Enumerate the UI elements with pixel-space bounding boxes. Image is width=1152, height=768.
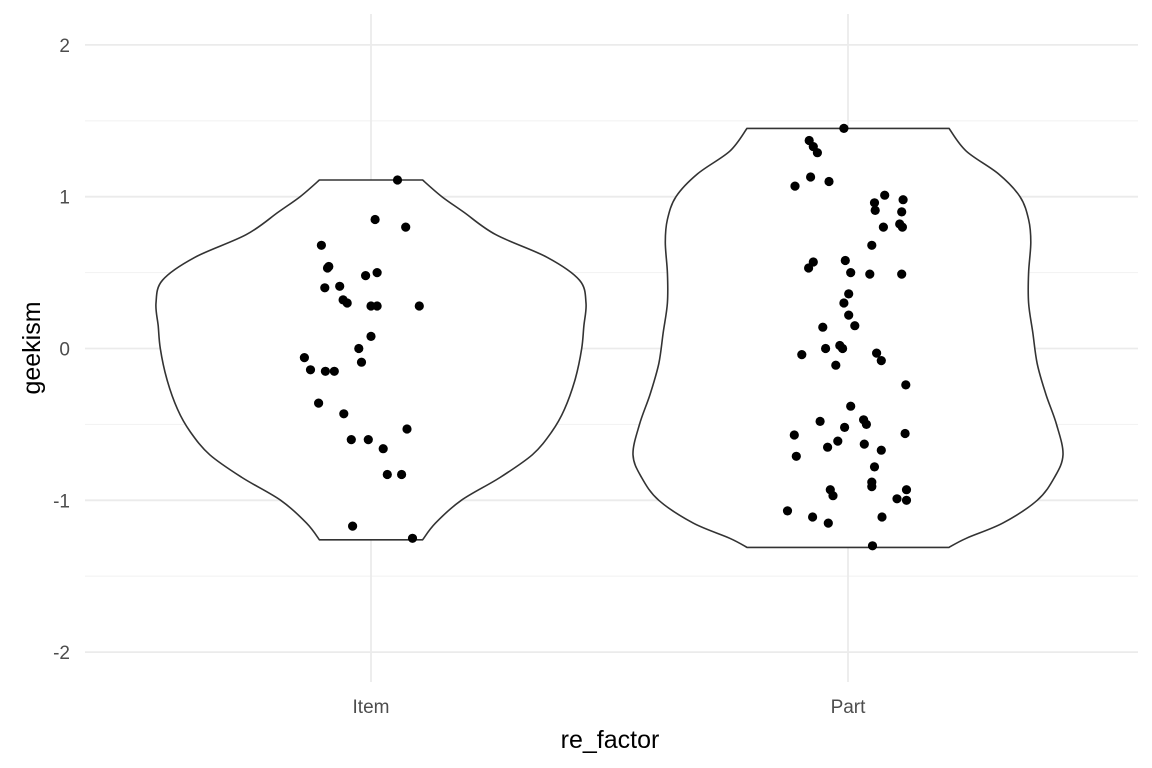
- data-point: [372, 301, 382, 311]
- data-point: [808, 512, 818, 522]
- data-point: [339, 409, 349, 419]
- data-point: [844, 310, 854, 320]
- data-point: [850, 321, 860, 331]
- y-tick-label: -2: [53, 643, 70, 664]
- data-point: [867, 541, 878, 551]
- data-point: [839, 123, 849, 133]
- data-point: [897, 207, 907, 217]
- violins: [155, 127, 1064, 549]
- data-point: [790, 181, 800, 191]
- data-point: [867, 240, 877, 250]
- data-point: [791, 451, 801, 461]
- data-point: [320, 283, 330, 293]
- data-point: [378, 444, 388, 454]
- data-point: [322, 263, 333, 273]
- data-point: [833, 436, 843, 446]
- data-point: [869, 198, 880, 208]
- data-point: [342, 298, 352, 308]
- y-tick-label: 1: [59, 188, 70, 209]
- data-point: [840, 422, 850, 432]
- jitter-points: [299, 123, 912, 551]
- data-point: [329, 366, 339, 376]
- y-tick-label: 2: [59, 36, 70, 57]
- data-point: [299, 353, 309, 363]
- data-point: [872, 348, 882, 358]
- data-point: [824, 176, 834, 187]
- y-axis-ticks: -2 -1 0 1 2: [53, 36, 70, 664]
- data-point: [823, 442, 833, 452]
- data-point: [815, 416, 825, 426]
- data-point: [316, 240, 326, 250]
- data-point: [335, 281, 345, 291]
- data-point: [356, 357, 367, 367]
- data-point: [869, 462, 880, 472]
- data-point: [840, 255, 850, 266]
- x-tick-label: Part: [831, 697, 867, 718]
- data-point: [797, 350, 807, 360]
- data-point: [897, 222, 908, 232]
- data-point: [846, 401, 856, 411]
- data-point: [877, 512, 887, 522]
- data-point: [880, 190, 890, 200]
- data-point: [382, 469, 392, 480]
- data-point: [372, 268, 382, 278]
- data-point: [363, 435, 373, 445]
- data-point: [865, 269, 875, 279]
- data-point: [901, 485, 912, 495]
- data-point: [348, 521, 358, 531]
- data-point: [898, 195, 908, 205]
- data-point: [407, 533, 418, 543]
- data-point: [812, 148, 823, 158]
- data-point: [897, 269, 907, 279]
- y-tick-label: 0: [59, 340, 70, 361]
- x-axis-ticks: Item Part: [353, 697, 867, 718]
- data-point: [361, 271, 371, 281]
- data-point: [354, 343, 364, 354]
- data-point: [806, 172, 816, 182]
- y-axis-title: geekism: [18, 301, 46, 394]
- data-point: [828, 491, 838, 501]
- data-point: [782, 506, 793, 516]
- data-point: [870, 205, 880, 215]
- data-point: [859, 439, 869, 449]
- data-point: [901, 495, 912, 505]
- data-point: [789, 430, 799, 440]
- data-point: [366, 331, 376, 341]
- data-point: [401, 222, 411, 232]
- violin-part: [632, 127, 1064, 549]
- data-point: [346, 435, 356, 445]
- data-point: [867, 482, 877, 492]
- data-point: [314, 398, 324, 408]
- data-point: [818, 322, 828, 332]
- violin-item: [155, 179, 587, 541]
- data-point: [844, 289, 854, 299]
- data-point: [392, 175, 403, 185]
- data-point: [900, 428, 910, 439]
- data-point: [846, 268, 856, 278]
- data-point: [804, 263, 814, 273]
- data-point: [878, 222, 889, 232]
- data-point: [821, 343, 831, 354]
- data-point: [831, 360, 841, 370]
- data-point: [305, 365, 316, 375]
- x-tick-label: Item: [353, 697, 390, 718]
- data-point: [414, 301, 424, 311]
- data-point: [901, 380, 911, 390]
- data-point: [397, 469, 407, 480]
- data-point: [861, 419, 872, 429]
- x-axis-title: re_factor: [561, 726, 660, 754]
- data-point: [320, 366, 330, 376]
- data-point: [402, 424, 412, 434]
- data-point: [823, 518, 833, 528]
- data-point: [892, 494, 902, 504]
- y-tick-label: -1: [53, 491, 70, 512]
- data-point: [838, 343, 848, 354]
- data-point: [839, 298, 849, 308]
- data-point: [876, 356, 886, 366]
- data-point: [370, 214, 380, 225]
- data-point: [876, 445, 886, 455]
